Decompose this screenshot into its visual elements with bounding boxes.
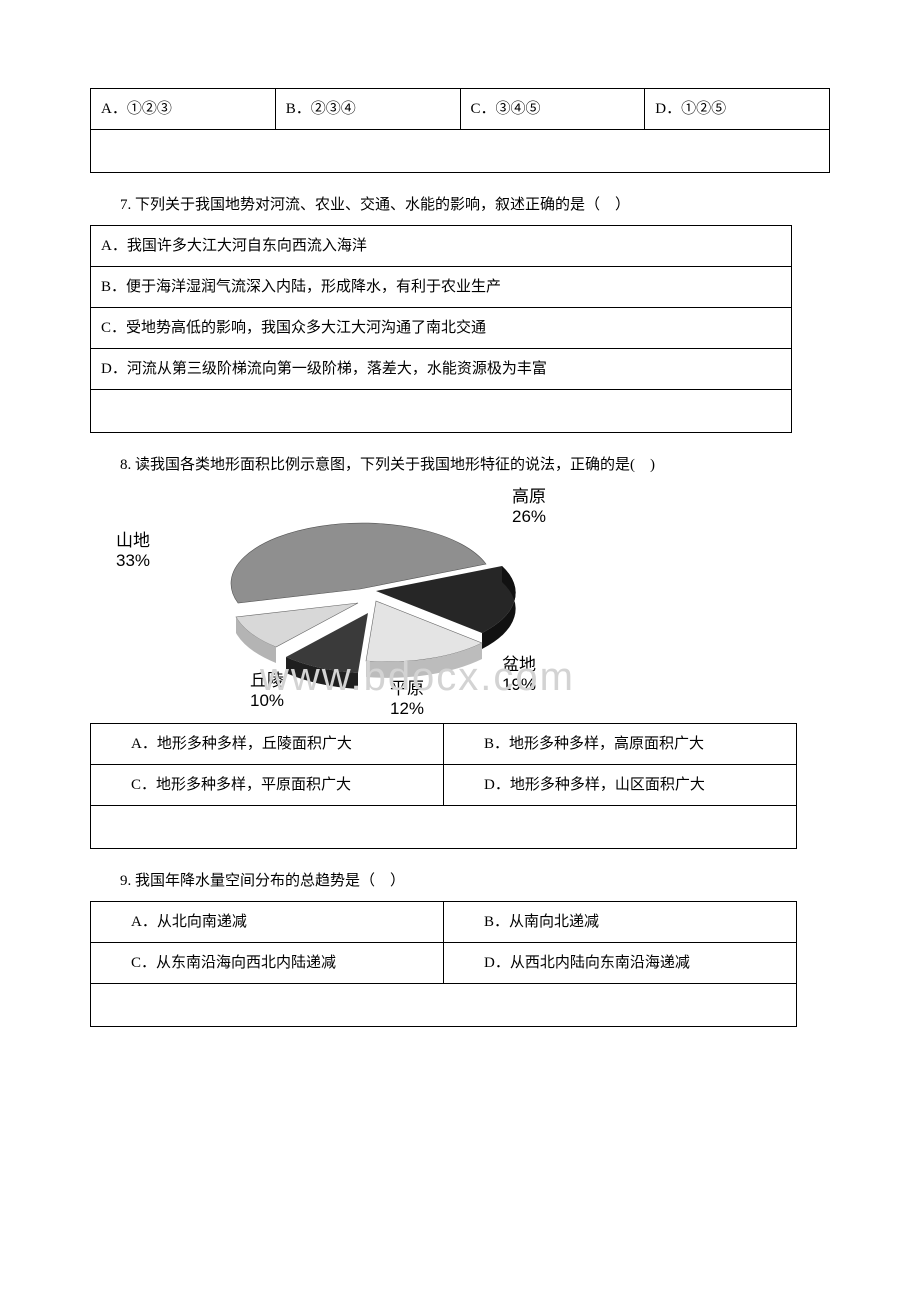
q6-options-table: A．①②③ B．②③④ C．③④⑤ D．①②⑤: [90, 88, 830, 173]
q6-option-a: A．①②③: [91, 89, 276, 130]
q6-option-c: C．③④⑤: [460, 89, 645, 130]
label-shandi-name: 山地: [116, 531, 150, 550]
label-gaoyuan: 高原 26%: [512, 487, 546, 528]
q7-options-table: A．我国许多大江大河自东向西流入海洋 B．便于海洋湿润气流深入内陆，形成降水，有…: [90, 225, 792, 433]
label-pendi-pct: 19%: [502, 675, 536, 694]
label-gaoyuan-name: 高原: [512, 487, 546, 506]
q7-option-b: B．便于海洋湿润气流深入内陆，形成降水，有利于农业生产: [91, 267, 792, 308]
label-pendi: 盆地 19%: [502, 655, 536, 696]
q7-option-c: C．受地势高低的影响，我国众多大江大河沟通了南北交通: [91, 308, 792, 349]
label-qiuling-name: 丘陵: [250, 671, 284, 690]
q8-option-a: A．地形多种多样，丘陵面积广大: [91, 724, 444, 765]
q9-option-d: D．从西北内陆向东南沿海递减: [444, 943, 797, 984]
q6-blank-row: [91, 130, 830, 173]
q9-option-a: A．从北向南递减: [91, 902, 444, 943]
label-pingyuan: 平原 12%: [390, 679, 424, 720]
q8-text: 8. 读我国各类地形面积比例示意图，下列关于我国地形特征的说法，正确的是( ): [90, 453, 830, 477]
q9-text: 9. 我国年降水量空间分布的总趋势是（ ）: [90, 869, 830, 893]
label-gaoyuan-pct: 26%: [512, 507, 546, 526]
q7-blank-row: [91, 390, 792, 433]
q8-options-table: A．地形多种多样，丘陵面积广大 B．地形多种多样，高原面积广大 C．地形多种多样…: [90, 723, 797, 849]
label-shandi: 山地 33%: [116, 531, 150, 572]
q7-option-a: A．我国许多大江大河自东向西流入海洋: [91, 226, 792, 267]
q9-blank-row: [91, 984, 797, 1027]
q9-options-table: A．从北向南递减 B．从南向北递减 C．从东南沿海向西北内陆递减 D．从西北内陆…: [90, 901, 797, 1027]
label-shandi-pct: 33%: [116, 551, 150, 570]
q6-option-d: D．①②⑤: [645, 89, 830, 130]
label-pendi-name: 盆地: [502, 655, 536, 674]
q8-option-c: C．地形多种多样，平原面积广大: [91, 765, 444, 806]
label-qiuling-pct: 10%: [250, 691, 284, 710]
q7-option-d: D．河流从第三级阶梯流向第一级阶梯，落差大，水能资源极为丰富: [91, 349, 792, 390]
terrain-pie-chart: 山地 33% 丘陵 10% 平原 12% 盆地 19% 高原 26% www.b…: [110, 485, 630, 715]
label-pingyuan-pct: 12%: [390, 699, 424, 718]
label-qiuling: 丘陵 10%: [250, 671, 284, 712]
label-pingyuan-name: 平原: [390, 679, 424, 698]
q6-option-b: B．②③④: [275, 89, 460, 130]
q9-option-c: C．从东南沿海向西北内陆递减: [91, 943, 444, 984]
q8-option-b: B．地形多种多样，高原面积广大: [444, 724, 797, 765]
q8-blank-row: [91, 806, 797, 849]
q9-option-b: B．从南向北递减: [444, 902, 797, 943]
pie-svg: [110, 485, 630, 715]
q7-text: 7. 下列关于我国地势对河流、农业、交通、水能的影响，叙述正确的是（ ）: [90, 193, 830, 217]
q8-option-d: D．地形多种多样，山区面积广大: [444, 765, 797, 806]
